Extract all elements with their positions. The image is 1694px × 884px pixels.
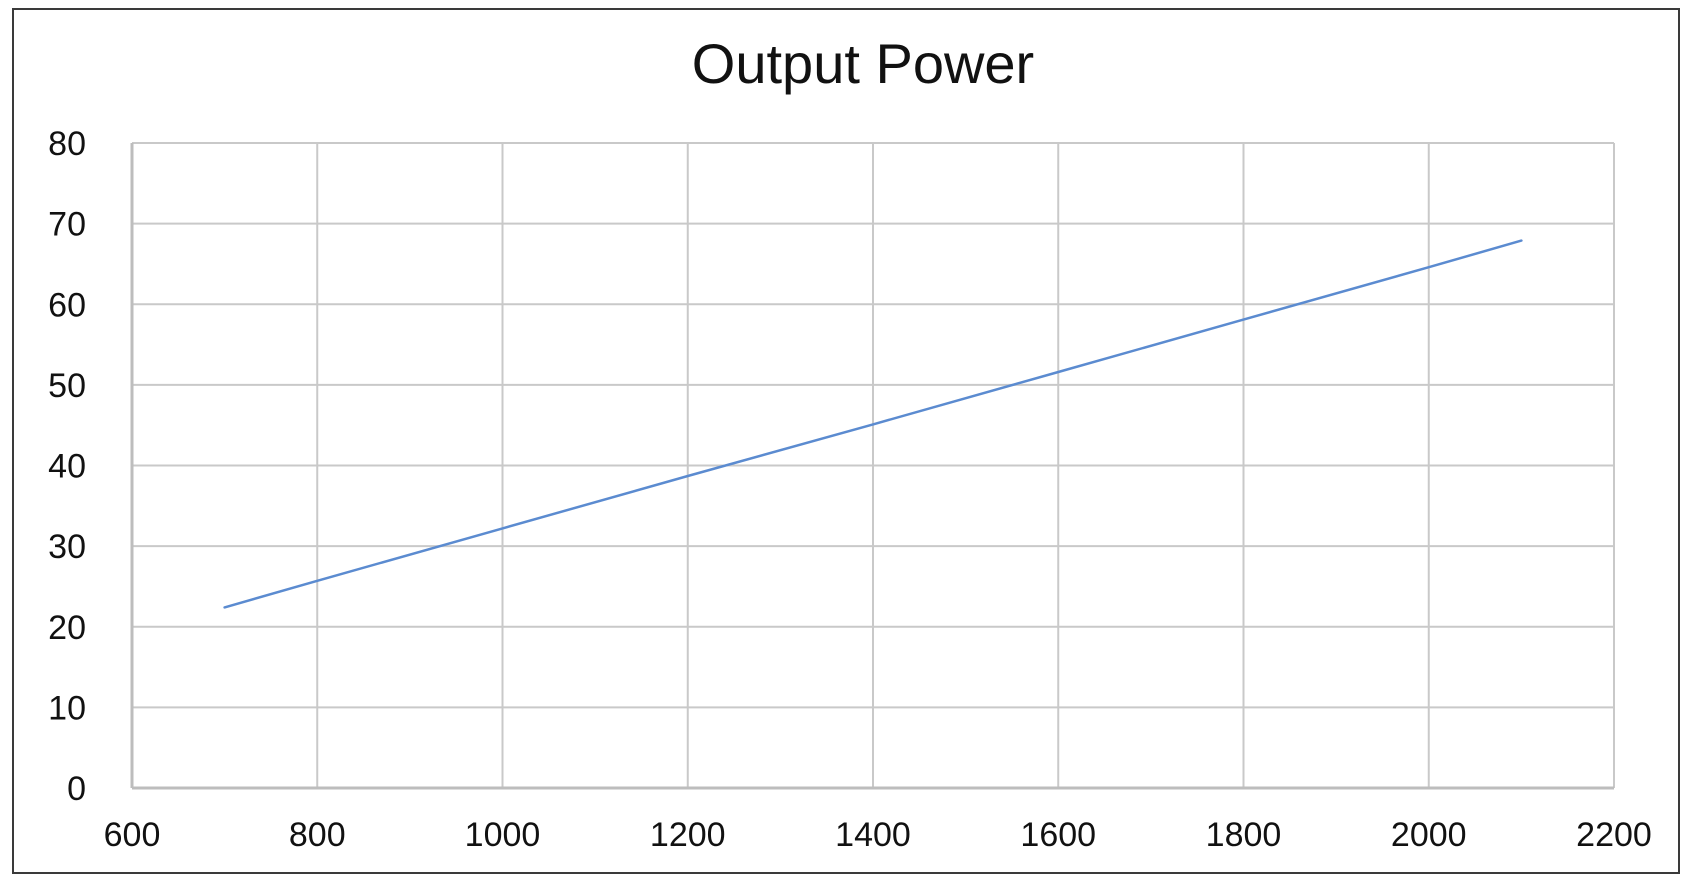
y-tick-label-10: 10 — [48, 689, 86, 727]
x-tick-label-1800: 1800 — [1206, 816, 1282, 854]
x-tick-label-2200: 2200 — [1576, 816, 1652, 854]
x-tick-label-1000: 1000 — [465, 816, 541, 854]
x-tick-label-1200: 1200 — [650, 816, 726, 854]
x-tick-label-600: 600 — [104, 816, 161, 854]
x-tick-label-1600: 1600 — [1020, 816, 1096, 854]
chart-frame — [12, 8, 1680, 874]
axes — [130, 143, 1614, 790]
chart-title: Output Power — [692, 32, 1034, 95]
x-tick-label-1400: 1400 — [835, 816, 911, 854]
y-tick-label-30: 30 — [48, 528, 86, 566]
grid — [132, 142, 1615, 788]
x-tick-label-2000: 2000 — [1391, 816, 1467, 854]
y-tick-label-60: 60 — [48, 286, 86, 324]
y-tick-label-50: 50 — [48, 367, 86, 405]
y-tick-label-0: 0 — [67, 770, 86, 808]
y-tick-label-40: 40 — [48, 448, 86, 486]
tick-labels: 0 10 20 30 40 50 60 70 80 600 800 1000 1200 1400 1600 1… — [48, 125, 1652, 854]
y-tick-label-20: 20 — [48, 609, 86, 647]
y-tick-label-80: 80 — [48, 125, 86, 163]
series — [223, 239, 1523, 609]
series-line-0 — [223, 239, 1523, 609]
y-tick-label-70: 70 — [48, 206, 86, 244]
x-tick-label-800: 800 — [289, 816, 346, 854]
